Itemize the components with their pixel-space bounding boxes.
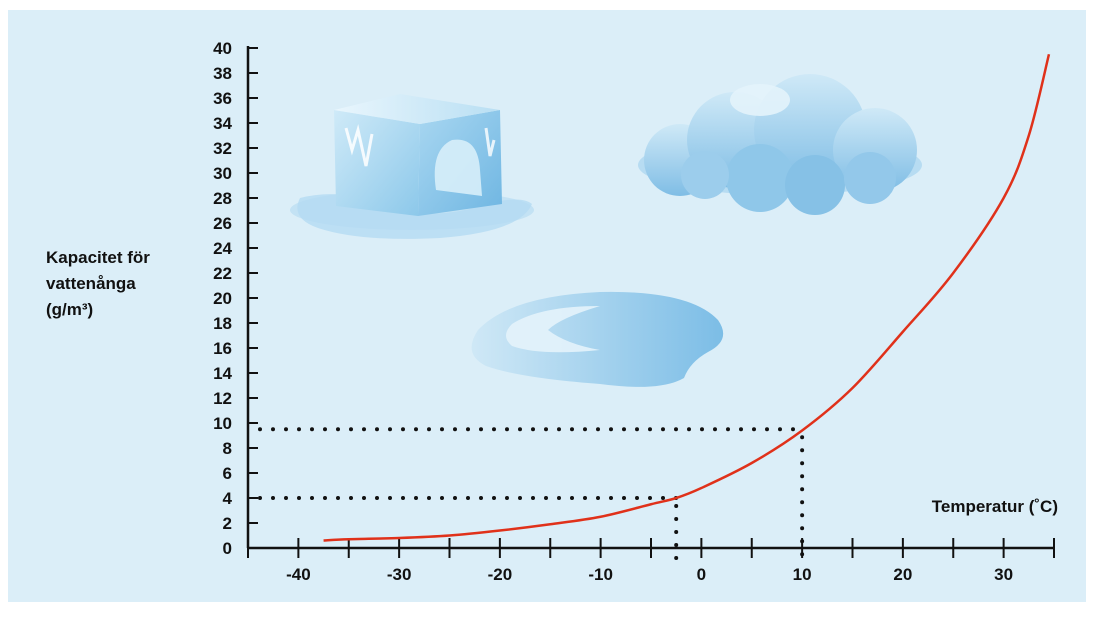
y-tick-label: 34 bbox=[213, 114, 232, 133]
ice-cube-illustration bbox=[290, 94, 534, 239]
y-tick-label: 30 bbox=[213, 164, 232, 183]
y-tick-label: 22 bbox=[213, 264, 232, 283]
x-axis-label: Temperatur (˚C) bbox=[932, 497, 1058, 516]
y-tick-label: 12 bbox=[213, 389, 232, 408]
y-tick-label: 2 bbox=[223, 514, 232, 533]
x-tick-label: -10 bbox=[588, 565, 613, 584]
y-tick-label: 10 bbox=[213, 414, 232, 433]
reference-lines-layer bbox=[258, 427, 805, 562]
y-tick-label: 16 bbox=[213, 339, 232, 358]
y-tick-label: 38 bbox=[213, 64, 232, 83]
axes-layer: 0246810121416182022242628303234363840-40… bbox=[213, 39, 1055, 584]
y-tick-label: 14 bbox=[213, 364, 232, 383]
y-tick-label: 36 bbox=[213, 89, 232, 108]
x-tick-label: -30 bbox=[387, 565, 412, 584]
y-tick-label: 20 bbox=[213, 289, 232, 308]
x-tick-label: 10 bbox=[793, 565, 812, 584]
y-tick-label: 24 bbox=[213, 239, 232, 258]
y-tick-label: 40 bbox=[213, 39, 232, 58]
water-puddle-illustration bbox=[471, 291, 724, 387]
y-tick-label: 28 bbox=[213, 189, 232, 208]
x-tick-label: -40 bbox=[286, 565, 311, 584]
cloud-illustration bbox=[638, 74, 922, 215]
x-tick-label: 20 bbox=[893, 565, 912, 584]
y-axis-label-line-3: (g/m³) bbox=[46, 300, 93, 319]
curve-layer bbox=[323, 53, 1051, 542]
y-tick-label: 26 bbox=[213, 214, 232, 233]
vapor-capacity-curve bbox=[323, 53, 1051, 542]
x-tick-label: -20 bbox=[488, 565, 513, 584]
y-tick-label: 0 bbox=[223, 539, 232, 558]
y-axis-label-line-2: vattenånga bbox=[46, 274, 136, 293]
y-tick-label: 4 bbox=[223, 489, 233, 508]
y-tick-label: 18 bbox=[213, 314, 232, 333]
y-tick-label: 32 bbox=[213, 139, 232, 158]
y-tick-label: 6 bbox=[223, 464, 232, 483]
x-tick-label: 0 bbox=[697, 565, 706, 584]
x-tick-label: 30 bbox=[994, 565, 1013, 584]
y-tick-label: 8 bbox=[223, 439, 232, 458]
y-axis-label-line-1: Kapacitet för bbox=[46, 248, 150, 267]
